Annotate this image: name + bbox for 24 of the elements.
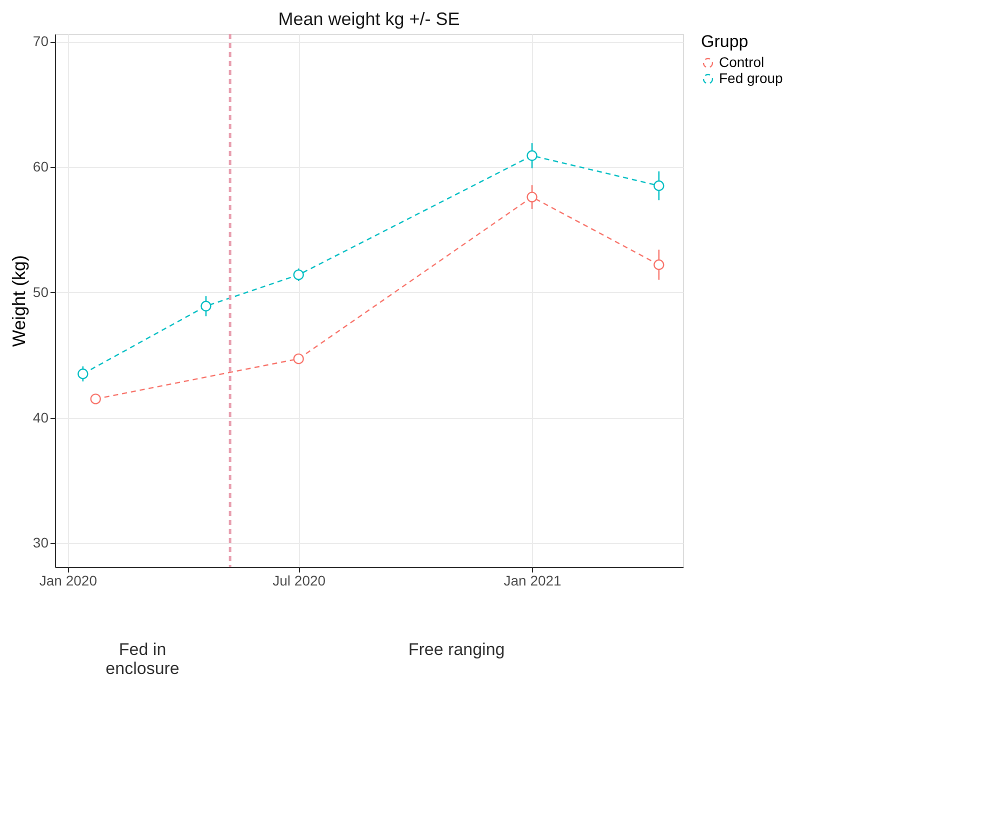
legend-label: Fed group (719, 70, 784, 86)
y-tick-label: 70 (32, 33, 49, 50)
point (526, 150, 538, 161)
point (654, 259, 664, 270)
y-tick-label: 30 (32, 534, 49, 551)
point (200, 300, 212, 312)
chart-title: Mean weight kg +/- SE (278, 8, 460, 29)
legend-title: Grupp (701, 32, 748, 51)
y-axis-title: Weight (kg) (8, 255, 29, 347)
point (293, 269, 304, 280)
y-tick-label: 60 (32, 158, 49, 174)
x-tick-label: Jan 2021 (504, 572, 562, 588)
x-tick-label: Jan 2020 (39, 572, 98, 588)
point (78, 368, 88, 380)
point (654, 180, 664, 192)
point (90, 394, 101, 404)
y-tick-label: 50 (32, 284, 49, 300)
text: Fed in enclosure (106, 640, 180, 678)
point (526, 192, 538, 202)
y-tick-label: 40 (32, 409, 49, 426)
text: Free ranging (408, 640, 505, 659)
point (293, 353, 304, 364)
legend-label: Control (719, 54, 764, 70)
x-tick-label: Jul 2020 (272, 572, 326, 588)
